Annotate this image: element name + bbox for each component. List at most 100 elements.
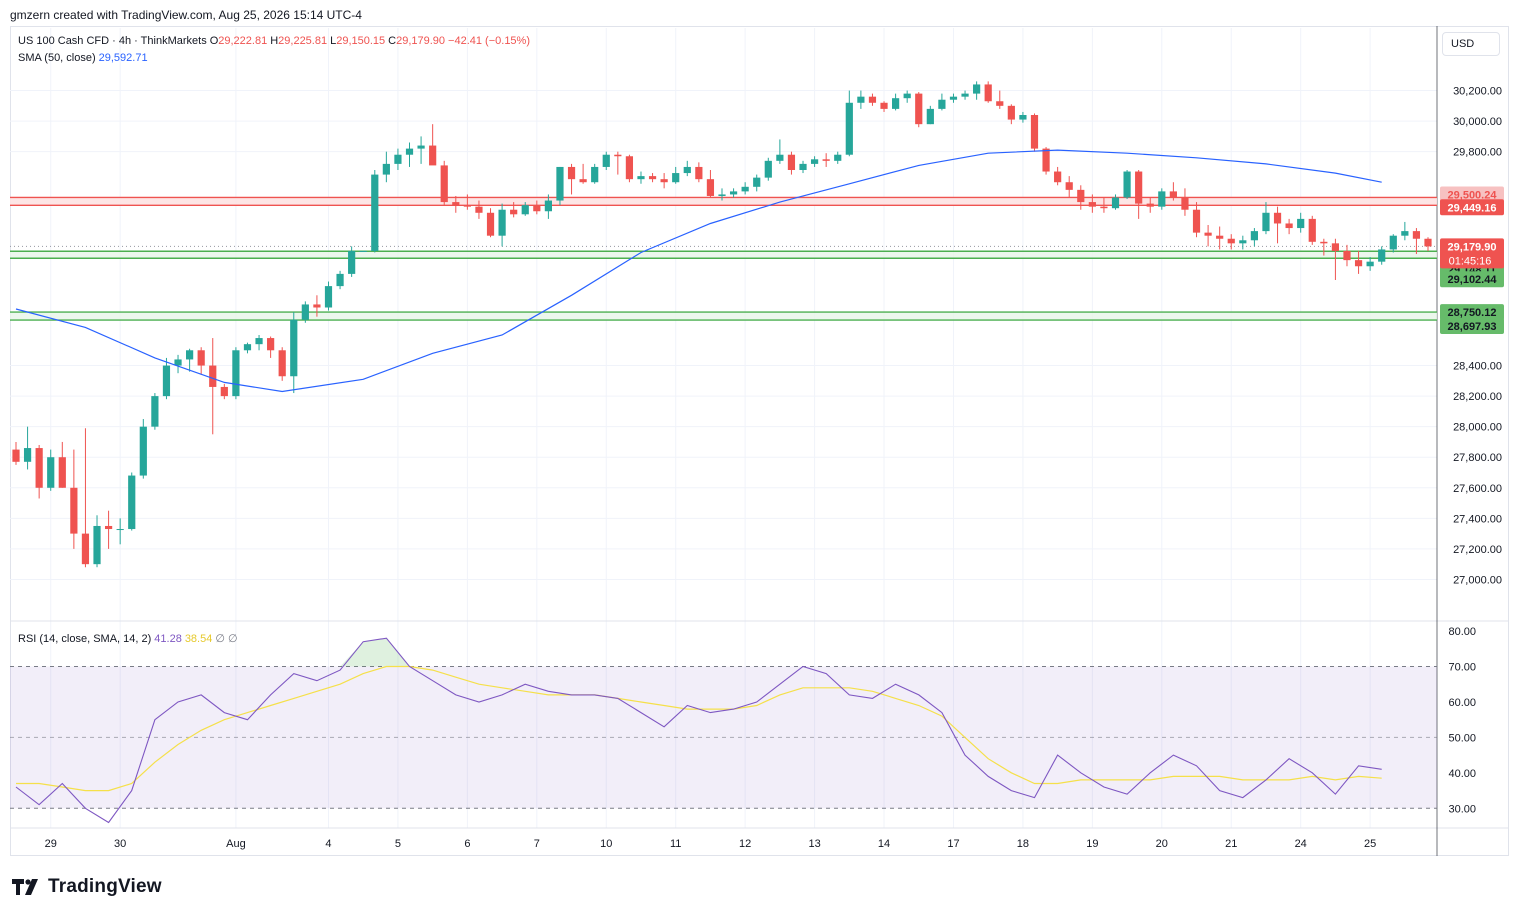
candle	[23, 426, 32, 470]
candle	[544, 194, 552, 219]
last-price-label: 29,179.90	[1448, 241, 1497, 253]
support-label: 29,102.44	[1448, 274, 1498, 286]
rsi-line	[15, 637, 1382, 824]
candle	[1250, 228, 1258, 247]
candle	[1343, 244, 1351, 267]
candle	[695, 162, 703, 183]
time-tick-label: Aug	[226, 838, 246, 850]
candle	[417, 136, 425, 164]
candle-body	[58, 457, 66, 488]
candle-body	[1054, 171, 1062, 183]
candle	[1216, 226, 1224, 250]
price-tick-label: 27,800.00	[1453, 452, 1502, 464]
candle	[313, 295, 321, 317]
candle	[35, 445, 43, 499]
candle-body	[1285, 223, 1293, 229]
candle-body	[1273, 212, 1282, 224]
high-value: 29,225.81	[278, 35, 328, 47]
candle-body	[1412, 231, 1421, 239]
time-axis: 29 30 Aug 4 5 6 7 10 11 12 13 14 17 18 19 20 21 24 25	[45, 838, 1377, 850]
time-tick-label: 13	[808, 838, 820, 850]
candle	[498, 203, 506, 247]
candle-body	[23, 448, 32, 462]
candle-body	[209, 365, 217, 387]
time-tick-label: 5	[395, 838, 401, 850]
candle	[475, 200, 483, 219]
pane-separators	[10, 26, 1508, 856]
open-label: O	[209, 35, 219, 47]
candle	[591, 163, 599, 184]
time-tick-label: 20	[1156, 838, 1168, 850]
candle	[151, 393, 159, 430]
candle-body	[498, 209, 506, 236]
candle	[834, 151, 842, 164]
open-value: 29,222.81	[218, 35, 268, 47]
candle	[243, 342, 252, 354]
support-label: 28,750.12	[1448, 307, 1497, 319]
candle-body	[984, 84, 992, 102]
candle-body	[602, 154, 610, 167]
candle-body	[1169, 191, 1177, 198]
candle-body	[1088, 202, 1096, 207]
candle-body	[1181, 197, 1189, 210]
candle	[47, 449, 55, 491]
candle-body	[1146, 203, 1154, 207]
candle-body	[556, 166, 564, 201]
candle	[1378, 246, 1386, 265]
candle-body	[417, 145, 425, 149]
candle-body	[1262, 212, 1270, 232]
candle-body	[382, 163, 390, 175]
candle-body	[579, 179, 587, 183]
candle	[996, 90, 1004, 109]
candle-body	[243, 344, 252, 351]
candle	[892, 93, 900, 111]
candle	[926, 105, 934, 125]
candle	[1227, 234, 1235, 250]
candle-body	[1192, 209, 1201, 233]
candle	[104, 510, 113, 549]
candle	[556, 166, 564, 206]
candle-body	[521, 205, 529, 215]
candle	[764, 157, 772, 181]
candle-body	[220, 386, 228, 397]
candle	[672, 166, 680, 184]
candle	[1146, 197, 1154, 213]
candle-body	[938, 99, 946, 109]
candle-body	[197, 350, 205, 366]
symbol-label: US 100 Cash CFD · 4h · ThinkMarkets	[18, 35, 207, 47]
candle-body	[313, 304, 321, 308]
candle	[949, 93, 958, 103]
candle-body	[1320, 241, 1328, 244]
candle	[1285, 218, 1293, 235]
candle-body	[880, 102, 888, 109]
candle	[1123, 170, 1131, 200]
price-tick-label: 28,000.00	[1453, 422, 1502, 434]
candle-body	[706, 179, 715, 196]
sma-50-line	[15, 149, 1382, 393]
candle	[1054, 166, 1062, 186]
time-tick-label: 11	[670, 838, 681, 850]
candle-body	[336, 273, 344, 287]
candle	[301, 301, 309, 323]
candle	[394, 148, 402, 170]
candle	[857, 90, 865, 109]
candle	[452, 195, 460, 213]
candle-body	[1424, 238, 1432, 247]
low-value: 29,150.15	[336, 35, 386, 47]
rsi-overbought-fill	[16, 638, 1382, 667]
candle	[787, 151, 796, 175]
candle	[162, 357, 171, 400]
candle-body	[949, 96, 958, 100]
candle-body	[1030, 115, 1039, 149]
candle	[1401, 221, 1409, 241]
candles	[12, 81, 1432, 568]
candle-body	[1297, 218, 1305, 229]
price-grid	[10, 28, 1437, 828]
candle-body	[1216, 235, 1224, 239]
currency-selector[interactable]: USD	[1442, 32, 1500, 56]
candle-body	[1239, 240, 1247, 244]
candle-body	[868, 96, 877, 103]
resistance-label: 29,449.16	[1448, 202, 1497, 214]
sma-legend: SMA (50, close) 29,592.71	[18, 52, 151, 64]
